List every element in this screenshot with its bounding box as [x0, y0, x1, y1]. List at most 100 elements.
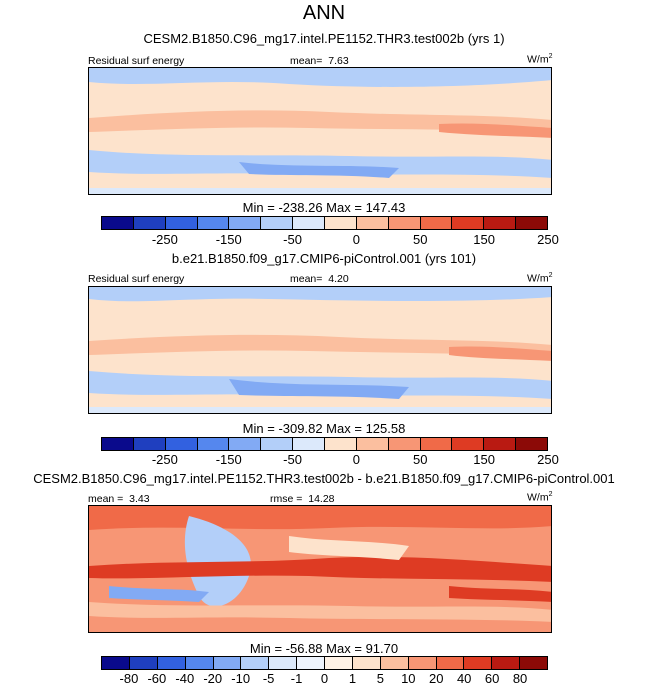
colorbar-bin	[356, 217, 389, 229]
panel3-min-label: Min =	[249, 641, 283, 656]
colorbar-bin	[420, 438, 453, 450]
panel1-colorbar-ticks: -250 -150 -50 0 50 150 250	[101, 232, 559, 248]
panel2-max-label: Max =	[326, 421, 362, 436]
colorbar-bin	[325, 217, 357, 229]
panel3-max-value: 91.70	[365, 641, 399, 656]
panel1-map	[88, 67, 552, 195]
colorbar-bin	[356, 438, 389, 450]
colorbar-bin	[185, 657, 214, 669]
colorbar-bin	[380, 657, 409, 669]
colorbar-tick-label: 250	[537, 452, 559, 467]
panel1-case-title: CESM2.B1850.C96_mg17.intel.PE1152.THR3.t…	[143, 31, 505, 46]
colorbar-bin	[452, 217, 485, 229]
colorbar-tick-label: 60	[484, 671, 500, 686]
panel2-minmax: Min = -309.82 Max = 125.58	[0, 421, 648, 436]
colorbar-tick-label: -80	[119, 671, 139, 686]
colorbar-bin	[520, 657, 547, 669]
colorbar-bin	[516, 217, 548, 229]
colorbar-bin	[261, 438, 294, 450]
colorbar-bin	[261, 217, 294, 229]
panel1-units-base: W/m	[527, 53, 549, 66]
colorbar-tick-label: 250	[537, 232, 559, 247]
colorbar-tick-label: 10	[401, 671, 416, 686]
colorbar-tick-label: -40	[175, 671, 195, 686]
colorbar-tick-label: -10	[231, 671, 251, 686]
colorbar-bin	[420, 217, 453, 229]
panel1-mean-label: mean=	[290, 55, 323, 67]
colorbar-bin	[484, 217, 517, 229]
panel2-units-exp: 2	[548, 272, 553, 279]
panel2-map	[88, 286, 552, 414]
colorbar-bin	[129, 657, 158, 669]
figure-title: ANN	[302, 2, 346, 24]
panel1-units: W/m2	[527, 53, 552, 66]
colorbar-tick-label: -20	[203, 671, 223, 686]
colorbar-bin	[388, 217, 421, 229]
panel3-units-base: W/m	[527, 491, 549, 504]
panel1-min-label: Min =	[242, 200, 275, 215]
colorbar-bin	[293, 438, 326, 450]
panel3-mean-stat: mean = 3.43	[88, 493, 150, 505]
colorbar-tick-label: -1	[290, 671, 303, 686]
panel2-mean-value: 4.20	[328, 273, 349, 285]
colorbar-bin	[102, 438, 134, 450]
panel3-rmse-stat: rmse = 14.28	[270, 493, 335, 505]
colorbar-tick-label: 0	[320, 671, 329, 686]
colorbar-bin	[269, 657, 298, 669]
colorbar-tick-label: -150	[215, 232, 242, 247]
colorbar-bin	[293, 217, 326, 229]
colorbar-tick-label: -50	[283, 452, 302, 467]
colorbar-bin	[241, 657, 270, 669]
panel3-rmse-value: 14.28	[308, 493, 335, 505]
colorbar-tick-label: -250	[151, 452, 178, 467]
panel2-mean-stat: mean= 4.20	[290, 273, 349, 285]
panel1-variable-label: Residual surf energy	[88, 55, 185, 67]
panel1-colorbar	[101, 216, 548, 230]
colorbar-bin	[213, 657, 242, 669]
colorbar-tick-label: 150	[473, 452, 495, 467]
colorbar-bin	[484, 438, 517, 450]
panel3-units: W/m2	[527, 491, 552, 504]
panel3-minmax: Min = -56.88 Max = 91.70	[0, 641, 648, 656]
colorbar-tick-label: -250	[151, 232, 178, 247]
panel1-min-value: -238.26	[278, 200, 323, 215]
panel3-mean-value: 3.43	[129, 493, 150, 505]
colorbar-bin	[165, 438, 198, 450]
panel1-units-exp: 2	[548, 53, 553, 60]
colorbar-bin	[492, 657, 521, 669]
panel2-min-label: Min =	[242, 421, 275, 436]
colorbar-tick-label: -150	[215, 452, 242, 467]
colorbar-bin	[352, 657, 381, 669]
colorbar-bin	[516, 438, 548, 450]
panel2-units: W/m2	[527, 272, 552, 285]
colorbar-bin	[197, 217, 230, 229]
panel3-units-exp: 2	[548, 491, 553, 498]
colorbar-bin	[325, 438, 357, 450]
colorbar-bin	[229, 438, 262, 450]
colorbar-tick-label: 50	[413, 232, 428, 247]
colorbar-tick-label: 0	[352, 232, 361, 247]
panel3-rmse-label: rmse =	[270, 493, 303, 505]
panel2-variable-label: Residual surf energy	[88, 273, 185, 285]
colorbar-bin	[157, 657, 186, 669]
panel3-max-label: Max =	[326, 641, 362, 656]
panel2-units-base: W/m	[527, 272, 549, 285]
colorbar-tick-label: 1	[348, 671, 357, 686]
colorbar-bin	[325, 657, 353, 669]
colorbar-tick-label: 50	[413, 452, 428, 467]
panel3-min-value: -56.88	[285, 641, 323, 656]
colorbar-tick-label: 150	[473, 232, 495, 247]
colorbar-bin	[133, 217, 166, 229]
panel2-mean-label: mean=	[290, 273, 323, 285]
panel1-mean-stat: mean= 7.63	[290, 55, 349, 67]
colorbar-tick-label: -5	[262, 671, 275, 686]
colorbar-tick-label: 20	[429, 671, 444, 686]
panel3-mean-label: mean =	[88, 493, 124, 505]
colorbar-bin	[197, 438, 230, 450]
colorbar-bin	[102, 217, 134, 229]
colorbar-bin	[297, 657, 325, 669]
colorbar-bin	[388, 438, 421, 450]
panel1-mean-value: 7.63	[328, 55, 349, 67]
panel2-colorbar	[101, 437, 548, 451]
colorbar-bin	[229, 217, 262, 229]
